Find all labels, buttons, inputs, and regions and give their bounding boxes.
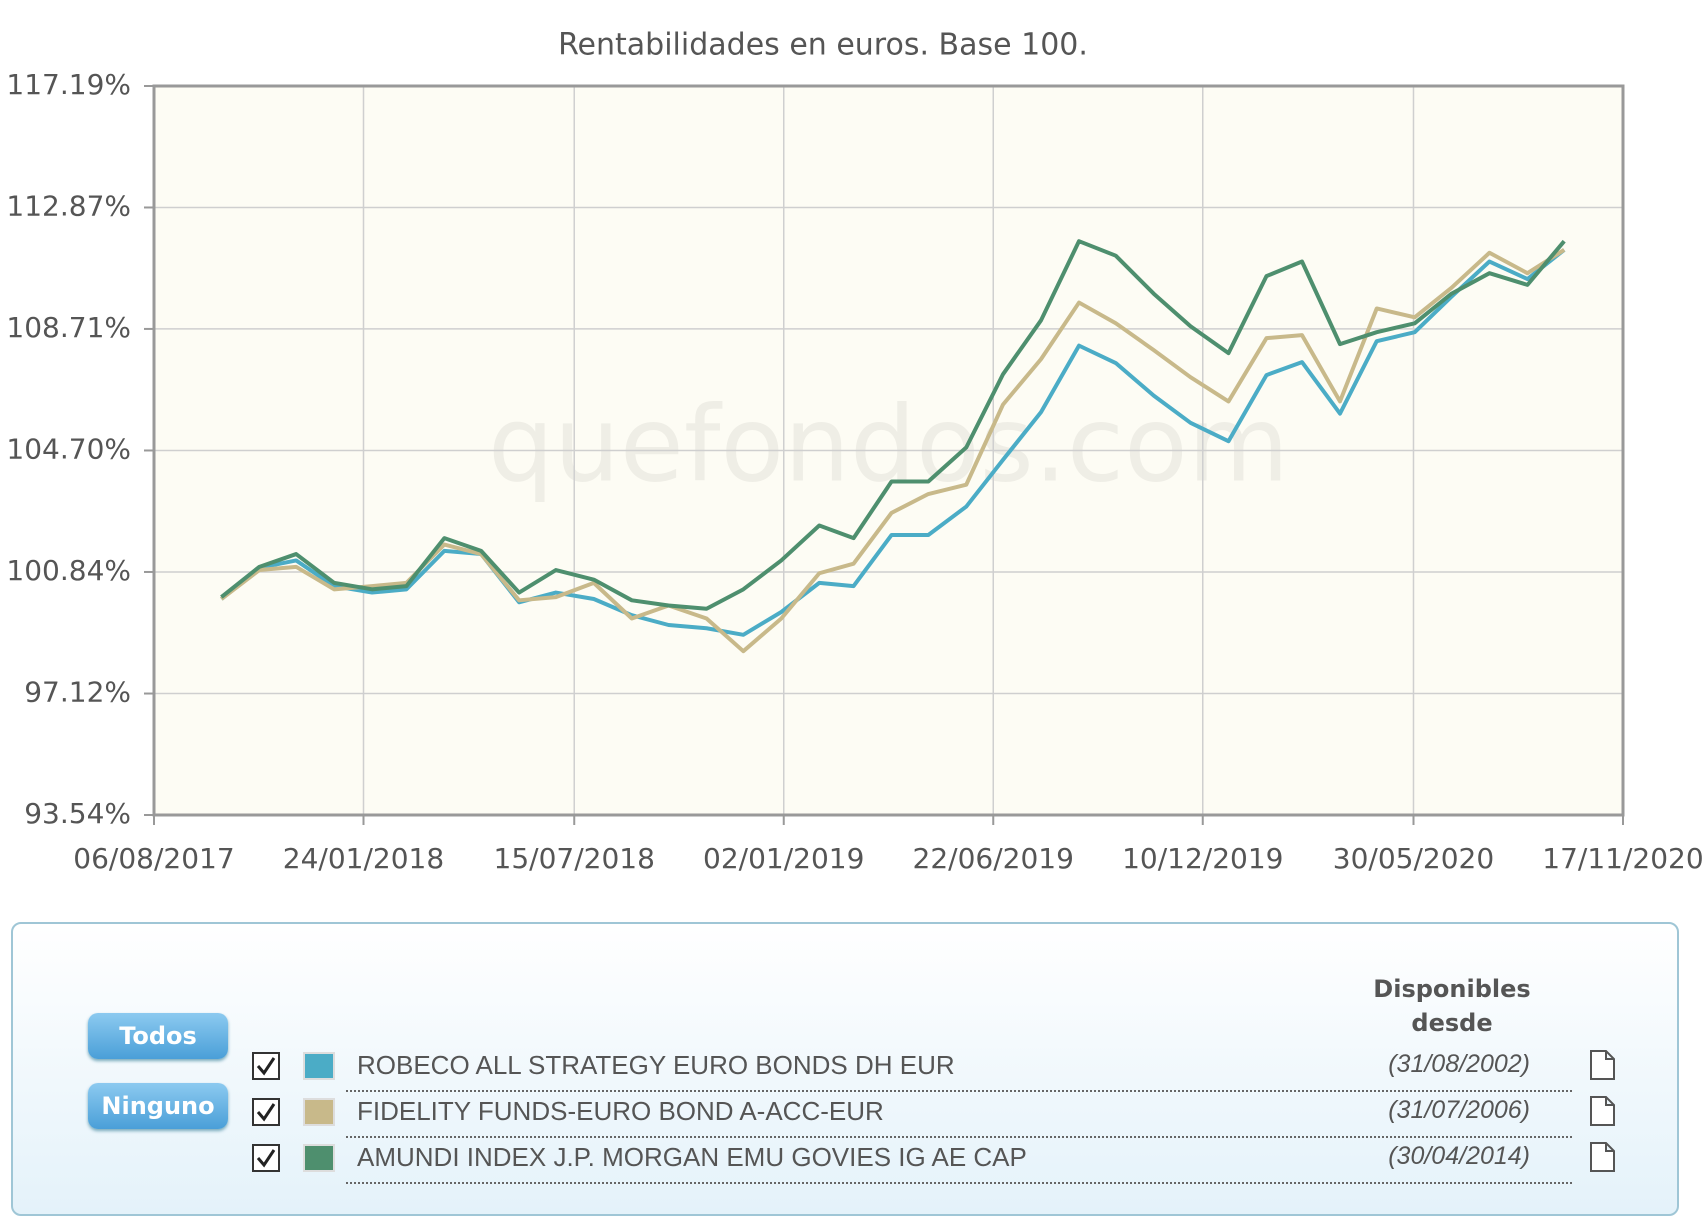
y-tick-label: 97.12% <box>24 676 131 709</box>
since-header: Disponibles desde <box>1373 975 1531 1037</box>
document-shape <box>1590 1142 1615 1172</box>
chart: Rentabilidades en euros. Base 100. quefo… <box>6 28 1703 876</box>
x-tick-label: 02/01/2019 <box>703 842 864 875</box>
check-mark <box>256 1149 276 1168</box>
document-icon[interactable] <box>1588 1095 1616 1127</box>
chart-title: Rentabilidades en euros. Base 100. <box>558 28 1088 63</box>
row-separator <box>346 1136 1572 1138</box>
since-date: (31/08/2002) <box>1388 1050 1530 1078</box>
x-tick-label: 10/12/2019 <box>1122 842 1283 875</box>
x-tick-label: 15/07/2018 <box>494 842 655 875</box>
legend-swatch <box>303 1144 335 1172</box>
button[interactable]: Ninguno <box>88 1083 228 1129</box>
x-tick-label: 24/01/2018 <box>283 842 444 875</box>
checkbox[interactable] <box>252 1098 280 1126</box>
legend-swatch <box>303 1052 335 1080</box>
check-mark <box>256 1103 276 1122</box>
y-tick-label: 108.71% <box>6 311 131 344</box>
x-tick-label: 30/05/2020 <box>1333 842 1494 875</box>
y-tick-label: 104.70% <box>6 432 131 465</box>
document-shape <box>1590 1050 1615 1080</box>
legend-label: AMUNDI INDEX J.P. MORGAN EMU GOVIES IG A… <box>357 1142 1027 1172</box>
y-tick-label: 117.19% <box>6 68 131 101</box>
series-line <box>220 239 1566 611</box>
checkbox[interactable] <box>252 1144 280 1172</box>
since-date: (31/07/2006) <box>1388 1096 1530 1124</box>
y-tick-label: 100.84% <box>6 554 131 587</box>
checkbox[interactable] <box>252 1052 280 1080</box>
row-separator <box>346 1090 1572 1092</box>
document-icon[interactable] <box>1588 1141 1616 1173</box>
y-tick-label: 93.54% <box>24 797 131 830</box>
legend-label: ROBECO ALL STRATEGY EURO BONDS DH EUR <box>357 1050 955 1080</box>
y-tick-label: 112.87% <box>6 189 131 222</box>
x-tick-label: 22/06/2019 <box>913 842 1074 875</box>
legend-swatch <box>303 1098 335 1126</box>
fund-panel <box>11 922 1679 1216</box>
document-shape <box>1590 1096 1615 1126</box>
check-mark <box>256 1057 276 1076</box>
row-separator <box>346 1182 1572 1184</box>
x-tick-label: 06/08/2017 <box>73 842 234 875</box>
since-date: (30/04/2014) <box>1388 1142 1530 1170</box>
legend-label: FIDELITY FUNDS-EURO BOND A-ACC-EUR <box>357 1096 884 1126</box>
button[interactable]: Todos <box>88 1013 228 1059</box>
series-line <box>220 248 1566 637</box>
x-tick-label: 17/11/2020 <box>1542 842 1703 875</box>
plot-border <box>152 84 1625 817</box>
document-icon[interactable] <box>1588 1049 1616 1081</box>
series-line <box>220 248 1566 654</box>
